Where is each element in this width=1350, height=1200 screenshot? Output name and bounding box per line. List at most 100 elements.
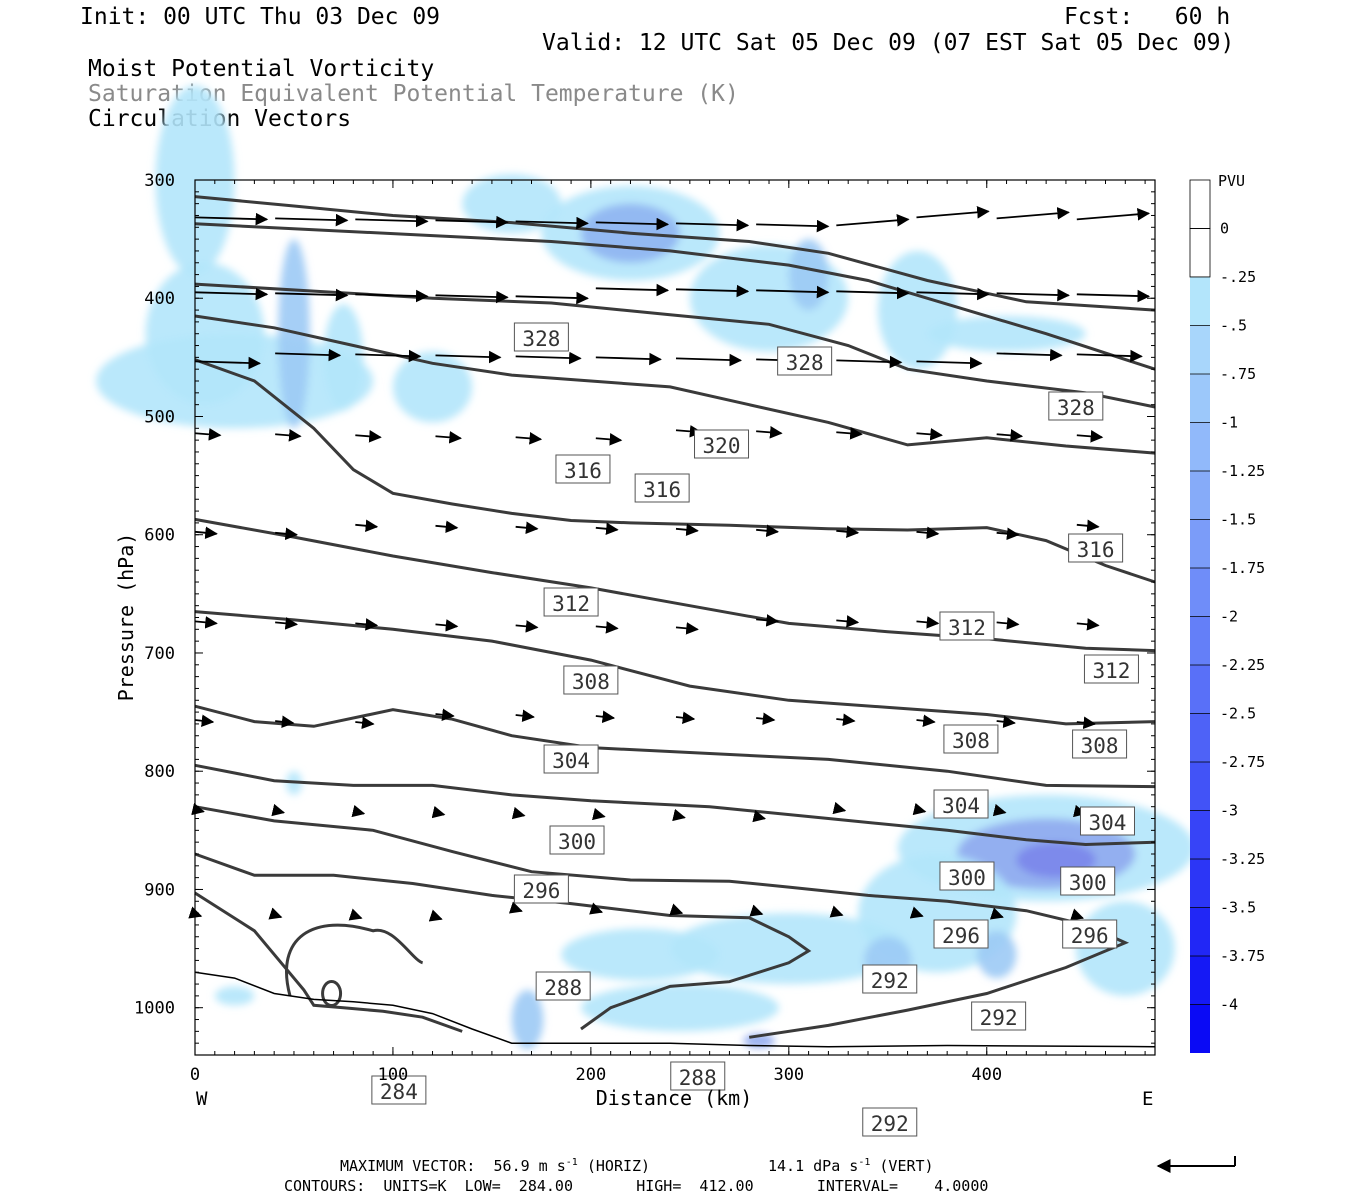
circulation-vectors (188, 206, 1151, 922)
contour-label-box (1068, 533, 1124, 563)
theta-es-contour-292 (194, 805, 1130, 1039)
wind-vector (194, 526, 218, 540)
wind-vector (355, 618, 379, 631)
colorbar-swatch (1190, 810, 1210, 859)
wind-vector (431, 805, 446, 819)
wind-vector (675, 218, 750, 232)
colorbar-label: -1.5 (1220, 511, 1256, 529)
wind-vector (749, 904, 764, 917)
wind-vector (916, 356, 983, 370)
wind-vector (836, 427, 863, 440)
wind-vector (275, 429, 302, 442)
contour-label: 308 (572, 670, 610, 694)
wind-vector (1076, 519, 1100, 533)
east-label: E (1142, 1088, 1153, 1110)
contour-label: 296 (942, 924, 980, 948)
wind-vector (992, 803, 1007, 817)
wind-vector (595, 433, 623, 446)
y-tick-label: 700 (144, 644, 175, 664)
colorbar-swatch (1190, 713, 1210, 762)
colorbar-label: -1.25 (1220, 462, 1265, 480)
colorbar-swatch (1190, 277, 1210, 326)
theta-es-contour-328 (194, 195, 1156, 312)
colorbar-swatch (1190, 956, 1210, 1005)
wind-vector (275, 715, 295, 729)
wind-vector (916, 206, 990, 219)
wind-vector (275, 527, 299, 541)
wind-vector (515, 620, 539, 633)
surface-pressure-line (194, 971, 1156, 1048)
colorbar-swatch (1190, 471, 1210, 520)
wind-vector (348, 908, 363, 921)
pv-blob (214, 986, 255, 1006)
wind-vector (989, 907, 1004, 920)
contour-label-box (513, 322, 569, 352)
wind-vector (1076, 716, 1097, 730)
theta-es-contour-304 (194, 610, 1156, 726)
surface-line (194, 971, 1156, 1048)
colorbar-label: -1.75 (1220, 559, 1265, 577)
axes: 0 100 200 300 400 300 400 500 600 700 800 900 1000 (134, 171, 1155, 1085)
wind-vector (355, 214, 429, 228)
theta-es-contour-300 (194, 704, 1156, 789)
wind-vector (916, 714, 936, 728)
contour-label-box (1083, 654, 1139, 684)
wind-vector (595, 621, 619, 634)
contour-label-box (543, 744, 599, 774)
colorbar-swatch (1189, 228, 1211, 278)
wind-vector (916, 428, 943, 441)
colorbar-label: -2 (1220, 608, 1238, 626)
wind-vector (996, 207, 1070, 220)
wind-vector (435, 350, 502, 364)
colorbar-swatch (1190, 519, 1210, 568)
contour-label: 312 (552, 592, 590, 616)
wind-vector (916, 287, 990, 301)
wind-vector (832, 801, 847, 815)
contour-label: 284 (380, 1080, 418, 1104)
wind-vector (194, 287, 269, 301)
colorbar-label: -3 (1220, 802, 1238, 820)
forecast-hour: Fcst: 60 h (1064, 4, 1231, 30)
contour-label-box (1072, 729, 1128, 759)
wind-vector (1076, 208, 1151, 221)
contour-label-box (862, 964, 918, 994)
wind-vector (355, 519, 379, 533)
wind-vector (996, 715, 1016, 729)
contour-label: 312 (1092, 659, 1130, 683)
contour-labels: 328 328 328 320 316 316 316 312 312 312 308 308 308 3… (371, 322, 1139, 1137)
wind-vector (515, 351, 582, 365)
field-title-mpv: Moist Potential Vorticity (88, 56, 435, 82)
contour-label: 296 (522, 879, 560, 903)
wind-vector (428, 909, 443, 922)
y-tick-label: 600 (144, 526, 175, 546)
wind-vector (435, 215, 509, 229)
wind-vector (589, 902, 604, 915)
theta-es-contour-324 (194, 222, 1156, 371)
wind-vector (916, 616, 940, 629)
wind-vector (268, 907, 283, 920)
wind-vector (194, 714, 215, 728)
wind-vector (836, 713, 856, 727)
x-tick-label: 0 (190, 1065, 200, 1085)
wind-vector (194, 356, 262, 370)
x-axis-label: Distance (km) (596, 1086, 753, 1110)
contour-label-box (939, 611, 995, 641)
wind-vector (996, 288, 1070, 302)
pv-blob-group (96, 85, 1195, 1050)
theta-es-contour-308 (194, 517, 1156, 653)
colorbar-title: PVU (1218, 172, 1245, 190)
wind-vector (675, 353, 743, 367)
y-tick-label: 1000 (134, 999, 175, 1019)
y-tick-label: 500 (144, 407, 175, 427)
colorbar-swatch (1190, 616, 1210, 665)
wind-vector (675, 523, 699, 537)
wind-vector (675, 284, 750, 298)
wind-vector (916, 526, 940, 540)
contour-label-box (943, 724, 999, 754)
wind-vector (435, 619, 459, 632)
wind-vector (591, 807, 606, 821)
contour-label: 300 (558, 830, 596, 854)
pv-blob (927, 315, 1086, 352)
wind-vector (752, 809, 767, 823)
wind-vector (756, 219, 830, 233)
